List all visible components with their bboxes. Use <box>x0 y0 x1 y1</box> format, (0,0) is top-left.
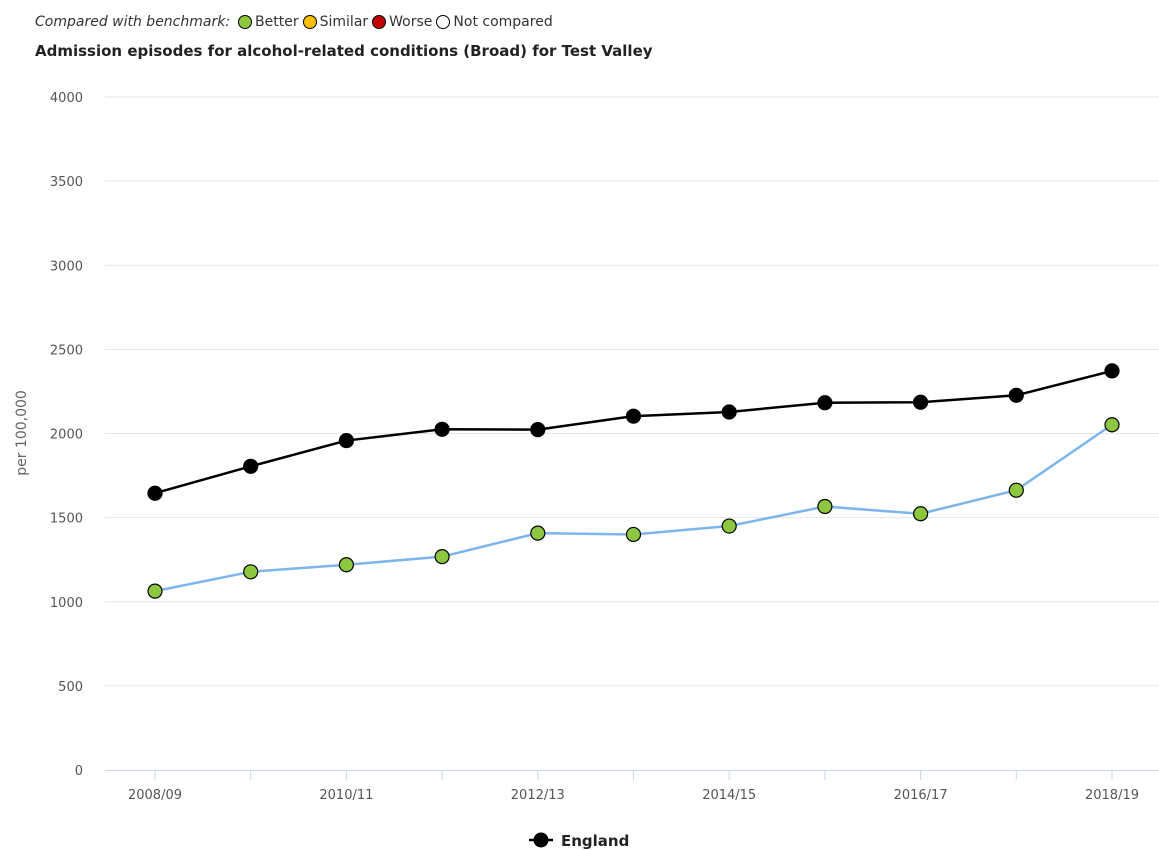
y-axis-label: per 100,000 <box>14 390 30 476</box>
series-line <box>154 369 1113 495</box>
legend-label[interactable]: England <box>561 832 629 850</box>
benchmark-better-label: Better <box>255 14 299 30</box>
chart-legend[interactable]: England <box>529 832 629 850</box>
y-tick-label: 3000 <box>50 259 83 274</box>
y-tick-label: 2000 <box>50 428 83 443</box>
x-tick-label: 2012/13 <box>511 788 565 803</box>
data-point[interactable] <box>817 498 833 515</box>
similar-dot-icon <box>302 15 317 29</box>
series-group <box>147 363 1120 599</box>
data-point[interactable] <box>1008 387 1024 403</box>
data-point[interactable] <box>625 408 642 424</box>
y-tick-label: 2500 <box>50 343 83 358</box>
benchmark-worse-label: Worse <box>389 14 433 30</box>
y-tick-label: 0 <box>75 764 83 779</box>
x-tick-label: 2010/11 <box>319 788 373 803</box>
benchmark-similar-label: Similar <box>319 14 369 30</box>
worse-dot-icon <box>372 15 387 29</box>
x-tick-label: 2008/09 <box>128 788 182 803</box>
data-point[interactable] <box>721 518 737 534</box>
y-tick-label: 4000 <box>50 91 83 106</box>
data-point[interactable] <box>1104 417 1120 433</box>
data-point[interactable] <box>530 525 546 541</box>
y-axis-ticks: 0 500 1000 1500 2000 2500 3000 3500 4000 <box>50 91 83 779</box>
data-point[interactable] <box>147 485 163 501</box>
data-point[interactable] <box>817 395 833 411</box>
data-point[interactable] <box>243 458 259 474</box>
not-compared-dot-icon <box>436 15 451 29</box>
data-point[interactable] <box>721 404 737 420</box>
data-point[interactable] <box>912 506 929 522</box>
data-point[interactable] <box>338 432 354 449</box>
y-tick-label: 1500 <box>50 512 83 527</box>
data-point[interactable] <box>530 422 546 438</box>
benchmark-worse: Worse <box>372 14 432 30</box>
chart-title: Admission episodes for alcohol-related c… <box>35 42 653 60</box>
data-point[interactable] <box>434 549 450 565</box>
y-tick-label: 1000 <box>50 596 83 611</box>
data-point[interactable] <box>1008 482 1024 498</box>
data-point[interactable] <box>1104 363 1120 379</box>
benchmark-better: Better <box>238 14 299 30</box>
x-tick-label: 2014/15 <box>702 788 756 803</box>
benchmark-not-compared-label: Not compared <box>453 14 553 30</box>
data-point[interactable] <box>243 564 259 580</box>
data-point[interactable] <box>912 394 929 410</box>
y-tick-label: 500 <box>58 680 83 695</box>
data-point[interactable] <box>625 526 642 543</box>
benchmark-similar: Similar <box>302 14 369 30</box>
benchmark-not-compared: Not compared <box>436 14 553 30</box>
data-point[interactable] <box>338 557 354 573</box>
series-line <box>154 423 1113 593</box>
benchmark-legend: Compared with benchmark: Better Similar … <box>35 10 557 34</box>
gridlines <box>105 96 1159 687</box>
y-tick-label: 3500 <box>50 175 83 190</box>
benchmark-prefix: Compared with benchmark: <box>35 14 231 30</box>
legend-marker-icon <box>533 832 549 848</box>
x-tick-label: 2016/17 <box>894 788 948 803</box>
data-point[interactable] <box>147 583 163 599</box>
data-point[interactable] <box>434 421 450 437</box>
x-axis: 2008/09 2010/11 2012/13 2014/15 2016/17 2018/… <box>105 770 1159 803</box>
better-dot-icon <box>238 15 253 29</box>
x-tick-label: 2018/19 <box>1085 788 1139 803</box>
